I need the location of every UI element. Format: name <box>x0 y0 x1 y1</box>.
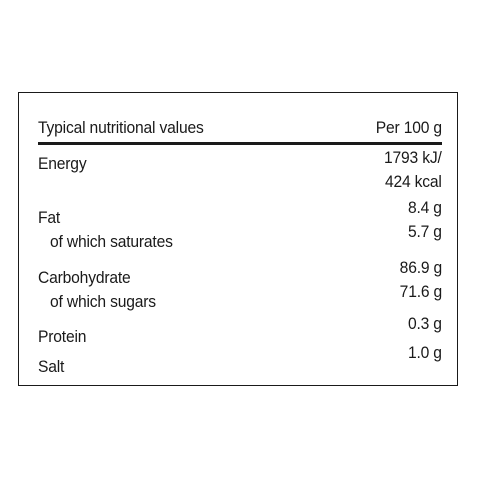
nutrient-value-salt: 1.0 g <box>408 343 442 362</box>
nutrient-name-carbohydrate: Carbohydrate <box>38 268 131 287</box>
nutrient-value-energy-kcal: 424 kcal <box>385 172 442 191</box>
nutrient-value-fat: 8.4 g <box>408 198 442 217</box>
nutrient-name-energy: Energy <box>38 154 87 173</box>
header-divider <box>38 142 442 145</box>
nutrient-value-sugars: 71.6 g <box>399 282 443 301</box>
table-title: Typical nutritional values <box>38 118 204 137</box>
nutrition-label-box <box>18 92 458 386</box>
nutrient-name-salt: Salt <box>38 357 65 376</box>
nutrient-name-protein: Protein <box>38 327 87 346</box>
nutrient-value-carbohydrate: 86.9 g <box>399 258 443 277</box>
per-100g-header: Per 100 g <box>375 118 442 137</box>
nutrient-name-saturates: of which saturates <box>50 232 173 251</box>
nutrient-value-protein: 0.3 g <box>408 314 442 333</box>
nutrient-value-saturates: 5.7 g <box>408 222 442 241</box>
nutrient-name-fat: Fat <box>38 208 61 227</box>
nutrient-value-energy-kj: 1793 kJ/ <box>384 148 442 167</box>
nutrient-name-sugars: of which sugars <box>50 292 156 311</box>
